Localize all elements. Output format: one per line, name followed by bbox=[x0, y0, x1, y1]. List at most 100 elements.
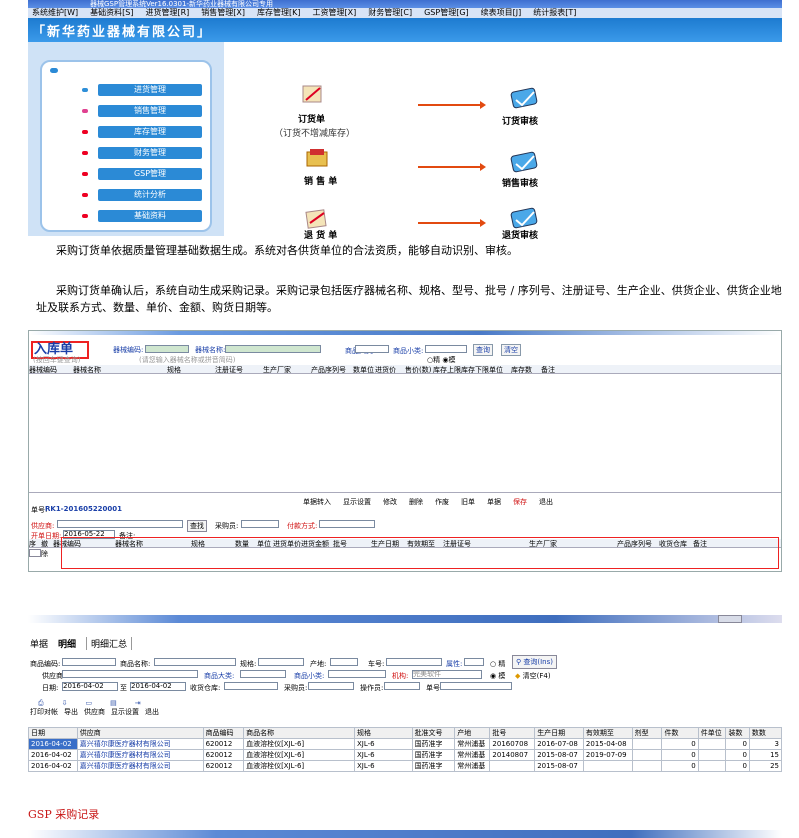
purchase-record-screenshot: 单据 明细 明细汇总 商品编码: 商品名称: 规格: 产地: 车号: 属性: ○… bbox=[28, 615, 783, 789]
property-select[interactable] bbox=[464, 658, 484, 666]
menu-item[interactable]: 工资管理[X] bbox=[312, 8, 357, 17]
exit-button[interactable]: 退出 bbox=[539, 498, 553, 506]
paragraph-2: 采购订货单确认后，系统自动生成采购记录。采购记录包括医疗器械名称、规格、型号、批… bbox=[36, 284, 782, 314]
bullet-icon bbox=[82, 193, 88, 197]
main-menu-screenshot: 器械GSP管理系统Ver16.0301-新华药业器械有限公司专用 系统维护[W]… bbox=[28, 0, 782, 241]
date-from-input[interactable]: 2016-04-02 bbox=[62, 682, 118, 691]
nav-finance-button[interactable]: 财务管理 bbox=[98, 147, 202, 159]
buyer-select[interactable] bbox=[308, 682, 354, 690]
supplier-input[interactable] bbox=[57, 520, 183, 528]
order-button[interactable]: 单据 bbox=[487, 498, 501, 506]
col-header: 生产厂家 bbox=[263, 366, 291, 374]
cell: 15 bbox=[748, 749, 783, 761]
old-order-button[interactable]: 旧单 bbox=[461, 498, 475, 506]
nav-gsp-button[interactable]: GSP管理 bbox=[98, 168, 202, 180]
big-category-select[interactable] bbox=[355, 345, 389, 353]
nav-purchase-button[interactable]: 进货管理 bbox=[98, 84, 202, 96]
operator-label: 操作员: bbox=[360, 684, 384, 692]
goods-name-input[interactable] bbox=[154, 658, 236, 666]
flow-arrow-icon bbox=[418, 219, 486, 227]
goods-code-input[interactable] bbox=[62, 658, 116, 666]
print-button[interactable]: 打印对帐 bbox=[30, 708, 58, 716]
tab-summary[interactable]: 明细汇总 bbox=[86, 637, 133, 650]
return-doc-icon[interactable] bbox=[304, 208, 330, 230]
date-input[interactable]: 2016-05-22 bbox=[63, 530, 115, 539]
tab-detail[interactable]: 明细 bbox=[58, 640, 77, 650]
order-label: 订货单 bbox=[298, 115, 326, 125]
code-input[interactable] bbox=[145, 345, 189, 353]
delete-button[interactable]: 删除 bbox=[409, 498, 423, 506]
menu-item[interactable]: 库存管理[K] bbox=[257, 8, 301, 17]
col-header: 备注 bbox=[541, 366, 555, 374]
small-category-select[interactable] bbox=[328, 670, 386, 678]
menu-item[interactable]: 基础资料[S] bbox=[90, 8, 134, 17]
match-radio[interactable]: ○精 ◉模 bbox=[427, 356, 456, 364]
supplier-input[interactable] bbox=[62, 670, 198, 678]
menu-item[interactable]: 续表项目[J] bbox=[480, 8, 522, 17]
nav-inventory-button[interactable]: 库存管理 bbox=[98, 126, 202, 138]
export-button[interactable]: 导出 bbox=[64, 708, 78, 716]
nav-basedata-button[interactable]: 基础资料 bbox=[98, 210, 202, 222]
operator-select[interactable] bbox=[384, 682, 420, 690]
cell: 国药准字 bbox=[411, 760, 456, 772]
top-grid-body[interactable] bbox=[29, 375, 781, 493]
menu-item[interactable]: 财务管理[C] bbox=[368, 8, 413, 17]
table-row[interactable]: 2016-04-02 嘉兴禧尔康医疗器材有限公司 620012 血液溶栓仪[XJ… bbox=[28, 760, 783, 772]
toolbar: 打印对帐 导出 供应商 显示设置 退出 bbox=[30, 707, 159, 717]
menu-item[interactable]: 销售管理[X] bbox=[201, 8, 246, 17]
car-select[interactable] bbox=[386, 658, 442, 666]
nav-sales-button[interactable]: 销售管理 bbox=[98, 105, 202, 117]
precise-radio[interactable]: ○ 精 bbox=[490, 660, 506, 668]
edit-button[interactable]: 修改 bbox=[383, 498, 397, 506]
exit-button[interactable]: 退出 bbox=[145, 708, 159, 716]
small-category-select[interactable] bbox=[425, 345, 467, 353]
menu-item[interactable]: GSP管理[G] bbox=[424, 8, 469, 17]
table-row[interactable]: 2016-04-02 嘉兴禧尔康医疗器材有限公司 620012 血液溶栓仪[XJ… bbox=[28, 749, 783, 761]
clear-button[interactable]: ◆ 清空(F4) bbox=[515, 672, 551, 680]
nav-stats-button[interactable]: 统计分析 bbox=[98, 189, 202, 201]
bullet-icon bbox=[82, 130, 88, 134]
clear-button[interactable]: 清空 bbox=[501, 344, 521, 356]
org-select[interactable]: 完美软件 bbox=[412, 670, 482, 679]
col-header: 剂型 bbox=[631, 727, 663, 739]
col-header: 器械编码 bbox=[53, 540, 81, 548]
audit-check-icon[interactable] bbox=[506, 150, 540, 174]
order-doc-icon[interactable] bbox=[300, 84, 326, 106]
fuzzy-radio[interactable]: ◉ 模 bbox=[490, 672, 506, 680]
audit-check-icon[interactable] bbox=[506, 206, 540, 230]
supplier-button[interactable]: 供应商 bbox=[84, 708, 105, 716]
sale-doc-icon[interactable] bbox=[304, 148, 330, 170]
audit-check-icon[interactable] bbox=[506, 86, 540, 110]
exit-icon: ⇥ bbox=[134, 699, 141, 707]
buyer-select[interactable] bbox=[241, 520, 279, 528]
save-button[interactable]: 保存 bbox=[513, 498, 527, 506]
big-category-select[interactable] bbox=[240, 670, 286, 678]
window-buttons[interactable] bbox=[718, 615, 742, 623]
date-to-input[interactable]: 2016-04-02 bbox=[130, 682, 186, 691]
find-button[interactable]: 查找 bbox=[187, 520, 207, 532]
caption: GSP 采购记录 bbox=[28, 808, 100, 821]
query-button[interactable]: ⚲ 查询(Ins) bbox=[512, 655, 557, 669]
warehouse-select[interactable] bbox=[224, 682, 278, 690]
menu-item[interactable]: 进货管理[R] bbox=[145, 8, 190, 17]
toolbar-icons: ⎙ ⇩ ▭ ▤ ⇥ bbox=[38, 699, 141, 708]
menu-item[interactable]: 系统维护[W] bbox=[32, 8, 79, 17]
void-button[interactable]: 作废 bbox=[435, 498, 449, 506]
query-button[interactable]: 查询 bbox=[473, 344, 493, 356]
display-settings-button[interactable]: 显示设置 bbox=[343, 498, 371, 506]
row-selector[interactable] bbox=[29, 549, 41, 557]
tab-orders[interactable]: 单据 bbox=[30, 640, 49, 650]
order-no-input[interactable] bbox=[440, 682, 512, 690]
date-to-label: 至 bbox=[120, 684, 127, 692]
table-row[interactable]: 2016-04-02 嘉兴禧尔康医疗器材有限公司 620012 血液溶栓仪[XJ… bbox=[28, 738, 783, 750]
origin-select[interactable] bbox=[330, 658, 358, 666]
import-button[interactable]: 单据转入 bbox=[303, 498, 331, 506]
display-settings-button[interactable]: 显示设置 bbox=[111, 708, 139, 716]
spec-select[interactable] bbox=[258, 658, 304, 666]
menu-item[interactable]: 统计报表[T] bbox=[533, 8, 577, 17]
cell bbox=[582, 760, 633, 772]
cell: 血液溶栓仪[XJL-6] bbox=[243, 760, 355, 772]
name-input[interactable] bbox=[225, 345, 321, 353]
pay-select[interactable] bbox=[319, 520, 375, 528]
col-header: 生产厂家 bbox=[529, 540, 557, 548]
